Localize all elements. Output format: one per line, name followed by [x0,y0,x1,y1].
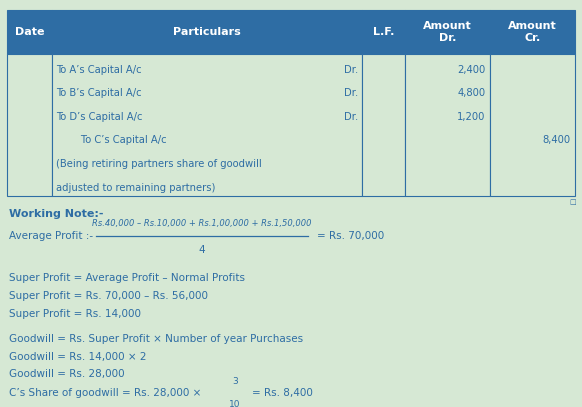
Text: Amount
Cr.: Amount Cr. [508,21,557,43]
FancyBboxPatch shape [490,54,575,196]
Text: Dr.: Dr. [345,88,359,98]
Text: To A’s Capital A/c: To A’s Capital A/c [56,65,141,74]
Text: 3: 3 [232,378,238,387]
Text: Super Profit = Rs. 14,000: Super Profit = Rs. 14,000 [9,309,141,319]
Text: Super Profit = Average Profit – Normal Profits: Super Profit = Average Profit – Normal P… [9,273,244,283]
Text: To B’s Capital A/c: To B’s Capital A/c [56,88,141,98]
Text: C’s Share of goodwill = Rs. 28,000 ×: C’s Share of goodwill = Rs. 28,000 × [9,388,204,398]
Text: = Rs. 70,000: = Rs. 70,000 [317,232,385,241]
FancyBboxPatch shape [362,10,404,54]
Text: Super Profit = Rs. 70,000 – Rs. 56,000: Super Profit = Rs. 70,000 – Rs. 56,000 [9,291,208,301]
Text: Particulars: Particulars [173,27,241,37]
Text: Goodwill = Rs. 28,000: Goodwill = Rs. 28,000 [9,370,125,379]
Text: 4,800: 4,800 [457,88,485,98]
Text: To C’s Capital A/c: To C’s Capital A/c [56,136,166,145]
Text: Goodwill = Rs. Super Profit × Number of year Purchases: Goodwill = Rs. Super Profit × Number of … [9,334,303,344]
Text: L.F.: L.F. [372,27,394,37]
Text: Dr.: Dr. [345,112,359,122]
FancyBboxPatch shape [52,54,362,196]
Text: 1,200: 1,200 [457,112,485,122]
Text: Dr.: Dr. [345,65,359,74]
FancyBboxPatch shape [404,54,490,196]
Text: 10: 10 [229,400,241,407]
FancyBboxPatch shape [404,10,490,54]
Text: □: □ [570,199,576,205]
Text: Average Profit :-: Average Profit :- [9,232,93,241]
Text: 2,400: 2,400 [457,65,485,74]
FancyBboxPatch shape [7,54,52,196]
FancyBboxPatch shape [7,10,52,54]
FancyBboxPatch shape [362,54,404,196]
Text: 4: 4 [199,245,205,255]
Text: Amount
Dr.: Amount Dr. [423,21,471,43]
Text: = Rs. 8,400: = Rs. 8,400 [252,388,313,398]
Text: Rs.40,000 – Rs.10,000 + Rs.1,00,000 + Rs.1,50,000: Rs.40,000 – Rs.10,000 + Rs.1,00,000 + Rs… [93,219,312,228]
Text: Working Note:-: Working Note:- [9,209,103,219]
Text: To D’s Capital A/c: To D’s Capital A/c [56,112,143,122]
FancyBboxPatch shape [490,10,575,54]
Text: Goodwill = Rs. 14,000 × 2: Goodwill = Rs. 14,000 × 2 [9,352,146,361]
Text: Date: Date [15,27,44,37]
FancyBboxPatch shape [52,10,362,54]
Text: 8,400: 8,400 [542,136,570,145]
Text: adjusted to remaining partners): adjusted to remaining partners) [56,182,215,193]
Text: (Being retiring partners share of goodwill: (Being retiring partners share of goodwi… [56,159,261,169]
